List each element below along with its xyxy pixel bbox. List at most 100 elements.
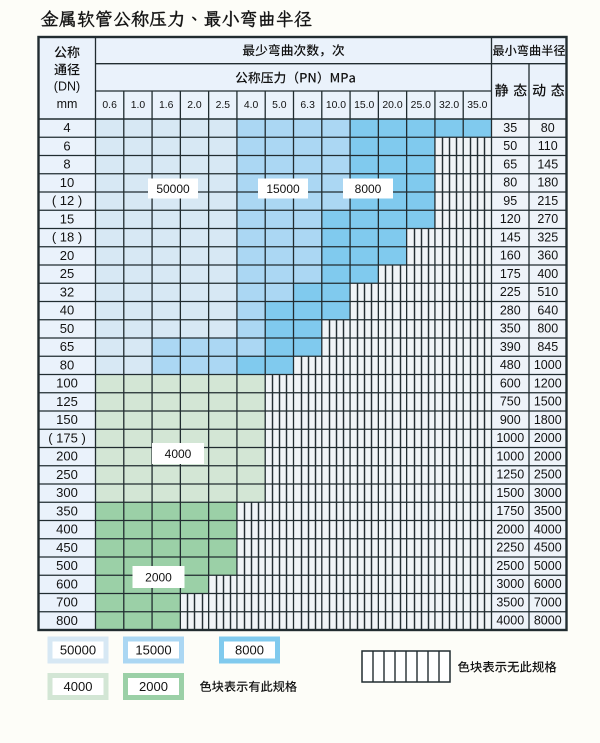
svg-text:1000: 1000 xyxy=(534,358,562,372)
svg-text:( 12 ): ( 12 ) xyxy=(52,193,82,208)
svg-text:390: 390 xyxy=(500,340,521,354)
svg-text:180: 180 xyxy=(537,176,558,190)
svg-text:15: 15 xyxy=(60,211,74,226)
svg-text:50: 50 xyxy=(503,139,517,153)
svg-text:( 175 ): ( 175 ) xyxy=(48,430,86,445)
svg-text:350: 350 xyxy=(500,322,521,336)
svg-text:510: 510 xyxy=(537,285,558,299)
svg-text:1750: 1750 xyxy=(496,504,524,518)
svg-text:1000: 1000 xyxy=(496,431,524,445)
svg-text:1.6: 1.6 xyxy=(159,100,174,111)
svg-text:160: 160 xyxy=(500,249,521,263)
svg-text:2250: 2250 xyxy=(496,541,524,555)
svg-text:50000: 50000 xyxy=(156,182,190,196)
svg-text:400: 400 xyxy=(537,267,558,281)
svg-text:1250: 1250 xyxy=(496,468,524,482)
svg-text:600: 600 xyxy=(56,576,78,591)
svg-text:640: 640 xyxy=(537,303,558,317)
svg-text:95: 95 xyxy=(503,194,517,208)
svg-text:1500: 1500 xyxy=(534,395,562,409)
svg-text:2000: 2000 xyxy=(496,522,524,536)
svg-text:4.0: 4.0 xyxy=(244,100,259,111)
svg-text:4500: 4500 xyxy=(534,541,562,555)
svg-text:10: 10 xyxy=(60,175,74,190)
svg-text:8000: 8000 xyxy=(355,182,382,196)
svg-text:145: 145 xyxy=(537,157,558,171)
svg-text:4000: 4000 xyxy=(534,522,562,536)
svg-text:600: 600 xyxy=(500,376,521,390)
svg-text:0.6: 0.6 xyxy=(102,100,117,111)
svg-text:32.0: 32.0 xyxy=(439,100,459,111)
svg-text:325: 325 xyxy=(537,230,558,244)
svg-text:2000: 2000 xyxy=(534,449,562,463)
svg-text:( 18 ): ( 18 ) xyxy=(52,230,82,245)
svg-text:110: 110 xyxy=(538,139,558,153)
svg-text:8: 8 xyxy=(63,157,70,172)
svg-text:2000: 2000 xyxy=(139,679,168,694)
svg-text:125: 125 xyxy=(56,394,78,409)
svg-text:2000: 2000 xyxy=(534,431,562,445)
svg-text:50: 50 xyxy=(60,321,74,336)
svg-text:2500: 2500 xyxy=(496,559,524,573)
svg-text:145: 145 xyxy=(500,230,521,244)
svg-text:25: 25 xyxy=(60,266,74,281)
svg-text:35.0: 35.0 xyxy=(467,100,487,111)
svg-text:250: 250 xyxy=(56,467,78,482)
svg-text:35: 35 xyxy=(503,121,517,135)
svg-text:15.0: 15.0 xyxy=(354,100,374,111)
svg-text:5000: 5000 xyxy=(534,559,562,573)
svg-text:215: 215 xyxy=(537,194,558,208)
svg-text:270: 270 xyxy=(537,212,558,226)
svg-text:8000: 8000 xyxy=(534,614,562,628)
svg-text:900: 900 xyxy=(500,413,521,427)
svg-text:4: 4 xyxy=(63,120,70,135)
svg-text:7000: 7000 xyxy=(534,595,562,609)
svg-text:80: 80 xyxy=(541,121,555,135)
svg-text:4000: 4000 xyxy=(496,614,524,628)
svg-text:350: 350 xyxy=(56,503,78,518)
svg-text:8000: 8000 xyxy=(235,643,264,658)
svg-text:100: 100 xyxy=(56,376,78,391)
svg-text:1500: 1500 xyxy=(496,486,524,500)
svg-text:280: 280 xyxy=(500,303,521,317)
svg-text:2000: 2000 xyxy=(145,570,172,584)
svg-text:20.0: 20.0 xyxy=(382,100,402,111)
svg-text:5.0: 5.0 xyxy=(272,100,287,111)
svg-text:480: 480 xyxy=(500,358,521,372)
svg-text:25.0: 25.0 xyxy=(411,100,431,111)
svg-text:20: 20 xyxy=(60,248,74,263)
svg-text:400: 400 xyxy=(56,522,78,537)
svg-text:3000: 3000 xyxy=(496,577,524,591)
svg-text:15000: 15000 xyxy=(135,643,171,658)
svg-text:4000: 4000 xyxy=(165,447,192,461)
svg-text:500: 500 xyxy=(56,558,78,573)
svg-text:6.3: 6.3 xyxy=(300,100,315,111)
svg-text:225: 225 xyxy=(500,285,521,299)
svg-text:80: 80 xyxy=(60,357,74,372)
svg-text:6000: 6000 xyxy=(534,577,562,591)
svg-text:15000: 15000 xyxy=(266,182,300,196)
svg-text:40: 40 xyxy=(60,303,74,318)
svg-text:3000: 3000 xyxy=(534,486,562,500)
svg-text:1200: 1200 xyxy=(534,376,562,390)
svg-text:1000: 1000 xyxy=(496,449,524,463)
svg-text:50000: 50000 xyxy=(60,643,96,658)
svg-text:360: 360 xyxy=(537,249,558,263)
svg-text:10.0: 10.0 xyxy=(326,100,346,111)
svg-text:1800: 1800 xyxy=(534,413,562,427)
svg-text:120: 120 xyxy=(500,212,521,226)
svg-text:175: 175 xyxy=(500,267,521,281)
svg-text:65: 65 xyxy=(60,339,74,354)
svg-text:200: 200 xyxy=(56,449,78,464)
svg-text:800: 800 xyxy=(56,613,78,628)
svg-text:65: 65 xyxy=(503,157,517,171)
svg-text:80: 80 xyxy=(503,176,517,190)
svg-text:2.5: 2.5 xyxy=(216,100,231,111)
svg-text:6: 6 xyxy=(63,138,70,153)
svg-text:3500: 3500 xyxy=(496,595,524,609)
svg-text:450: 450 xyxy=(56,540,78,555)
svg-text:1.0: 1.0 xyxy=(131,100,146,111)
svg-text:4000: 4000 xyxy=(64,679,93,694)
svg-text:800: 800 xyxy=(537,322,558,336)
svg-text:750: 750 xyxy=(500,395,521,409)
